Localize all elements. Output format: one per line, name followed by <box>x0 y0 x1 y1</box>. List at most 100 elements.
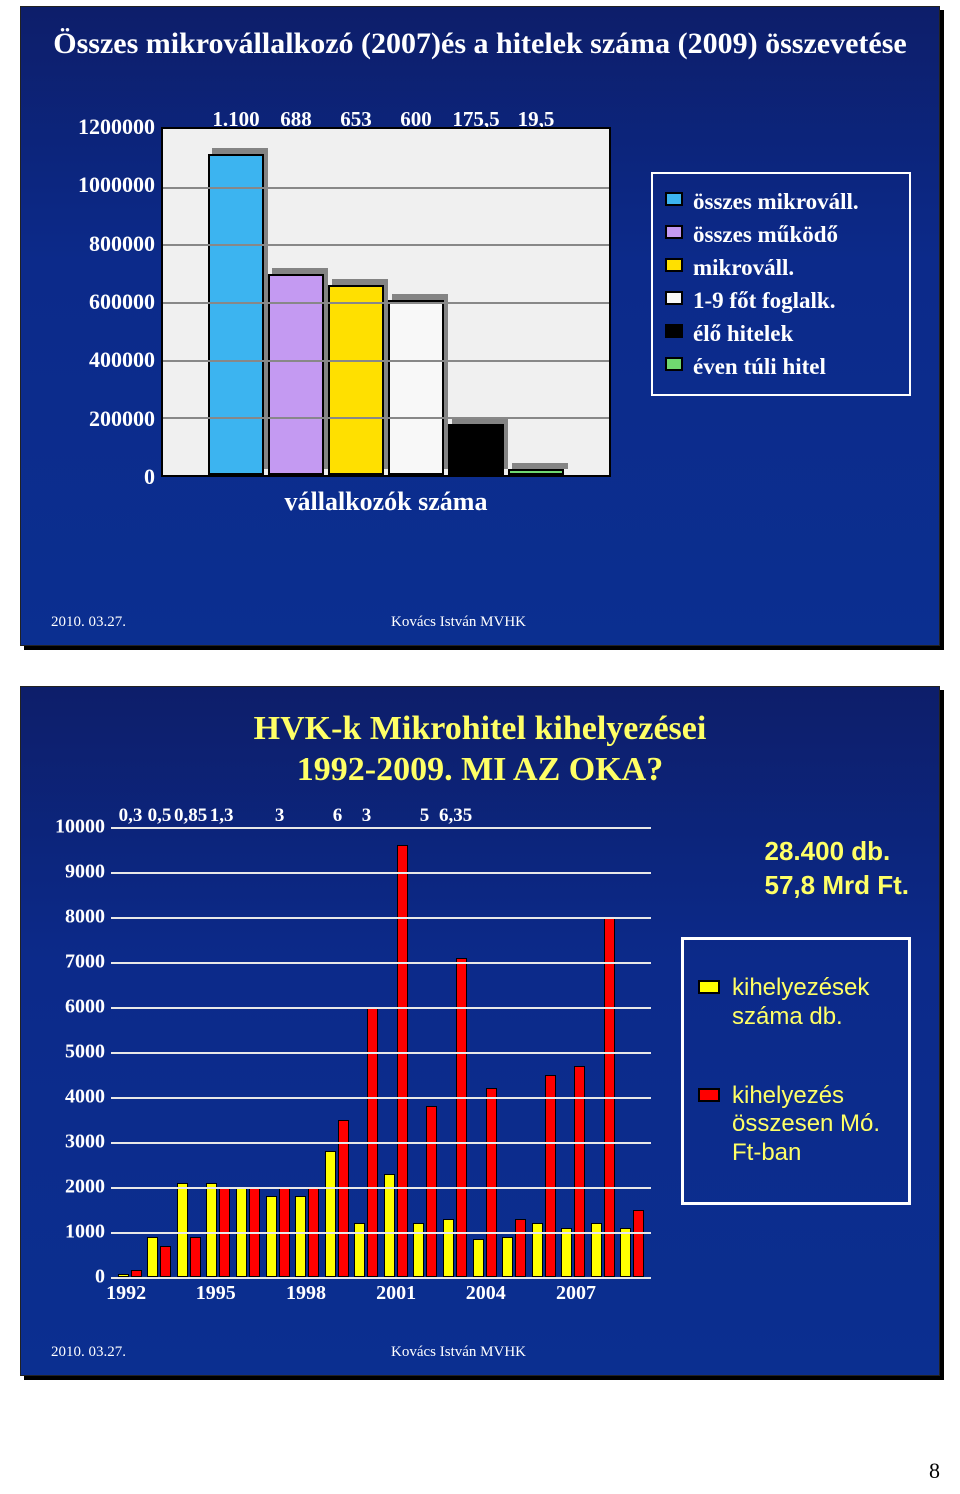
y-tick: 3000 <box>65 1131 105 1154</box>
slide2-title: HVK-k Mikrohitel kihelyezései 1992-2009.… <box>21 687 939 793</box>
bar <box>545 1075 556 1278</box>
legend-row: kihelyezések száma db. <box>698 974 894 1032</box>
slide1-plot-area <box>161 127 611 477</box>
legend-label: élő hitelek <box>693 318 793 349</box>
x-tick-label: 2001 <box>376 1282 416 1305</box>
slide2-plot-area <box>111 827 651 1277</box>
bar <box>486 1088 497 1277</box>
bar <box>620 1228 631 1278</box>
y-tick: 1000000 <box>78 172 155 198</box>
legend-label: kihelyezések száma db. <box>732 974 894 1032</box>
legend-label: mikrováll. <box>693 252 794 283</box>
slide2-title-line2: 1992-2009. MI AZ OKA? <box>297 751 663 788</box>
y-tick: 400000 <box>89 347 155 373</box>
legend-row: kihelyezés összesen Mó. Ft-ban <box>698 1082 894 1168</box>
bar-group <box>440 958 470 1278</box>
gridline <box>111 1007 651 1009</box>
bar <box>328 285 384 475</box>
bar-group <box>174 1183 204 1278</box>
gridline <box>111 1187 651 1189</box>
bar <box>295 1196 306 1277</box>
bar-group <box>204 1183 234 1278</box>
gridline <box>111 917 651 919</box>
bar <box>448 424 504 475</box>
bar <box>266 1196 277 1277</box>
y-tick: 8000 <box>65 906 105 929</box>
legend-row: éven túli hitel <box>665 351 897 382</box>
top-value <box>559 805 588 827</box>
gridline <box>163 360 609 362</box>
gridline <box>111 1142 651 1144</box>
bar <box>397 845 408 1277</box>
y-tick: 5000 <box>65 1041 105 1064</box>
bar <box>473 1239 484 1277</box>
slide1-y-axis-labels: 020000040000060000080000010000001200000 <box>51 127 161 477</box>
gridline <box>111 1052 651 1054</box>
slide2-top-values: 0,30,50,851,336356,35 <box>116 805 646 827</box>
x-tick-label: 1998 <box>286 1282 326 1305</box>
slide1-footer-author: Kovács István MVHK <box>391 614 526 631</box>
bar-group <box>470 1088 500 1277</box>
legend-row: 1-9 főt foglalk. <box>665 285 897 316</box>
bar <box>131 1270 142 1277</box>
legend-swatch <box>665 192 683 206</box>
bar-group <box>618 1210 648 1278</box>
y-tick: 10000 <box>55 816 105 839</box>
bar-group <box>145 1237 175 1278</box>
gridline <box>163 244 609 246</box>
bar-group <box>499 1219 529 1278</box>
bar <box>206 1183 217 1278</box>
slide1-legend: összes mikrováll.összes működőmikrováll.… <box>651 172 911 396</box>
legend-swatch <box>698 980 720 994</box>
legend-row: mikrováll. <box>665 252 897 283</box>
top-value <box>472 805 501 827</box>
slide1-footer-date: 2010. 03.27. <box>51 614 126 631</box>
top-value: 5 <box>410 805 439 827</box>
y-tick: 6000 <box>65 996 105 1019</box>
gridline <box>111 872 651 874</box>
top-value: 6 <box>323 805 352 827</box>
bar <box>502 1237 513 1278</box>
bar <box>443 1219 454 1278</box>
y-tick: 800000 <box>89 231 155 257</box>
bar <box>268 274 324 475</box>
top-value: 6,35 <box>439 805 472 827</box>
y-tick: 0 <box>95 1266 105 1289</box>
legend-label: összes működő <box>693 219 838 250</box>
slide2-chart: 0,30,50,851,336356,35 010002000300040005… <box>41 827 661 1327</box>
legend-swatch <box>665 258 683 272</box>
top-value <box>236 805 265 827</box>
legend-label: összes mikrováll. <box>693 186 859 217</box>
bar <box>456 958 467 1278</box>
legend-row: összes működő <box>665 219 897 250</box>
slide1-x-axis-label: vállalkozók száma <box>161 487 611 517</box>
top-value: 0,5 <box>145 805 174 827</box>
legend-row: összes mikrováll. <box>665 186 897 217</box>
x-tick-label: 2007 <box>556 1282 596 1305</box>
y-tick: 2000 <box>65 1176 105 1199</box>
legend-label: 1-9 főt foglalk. <box>693 285 835 316</box>
bar <box>561 1228 572 1278</box>
bar <box>508 469 564 475</box>
top-value: 3 <box>265 805 294 827</box>
gridline <box>163 302 609 304</box>
gridline <box>163 187 609 189</box>
stats-line2: 57,8 Mrd Ft. <box>765 869 909 903</box>
bar <box>160 1246 171 1278</box>
slide-2: HVK-k Mikrohitel kihelyezései 1992-2009.… <box>20 686 940 1376</box>
bar <box>515 1219 526 1278</box>
y-tick: 7000 <box>65 951 105 974</box>
gridline <box>111 962 651 964</box>
bar-group <box>529 1075 559 1278</box>
top-value <box>588 805 617 827</box>
bar <box>177 1183 188 1278</box>
bar <box>633 1210 644 1278</box>
bar <box>384 1174 395 1278</box>
gridline <box>111 1097 651 1099</box>
top-value <box>617 805 646 827</box>
y-tick: 1000 <box>65 1221 105 1244</box>
slide2-footer-author: Kovács István MVHK <box>391 1344 526 1361</box>
bar <box>388 300 444 475</box>
legend-label: éven túli hitel <box>693 351 826 382</box>
slide2-y-axis-labels: 0100020003000400050006000700080009000100… <box>41 827 111 1277</box>
